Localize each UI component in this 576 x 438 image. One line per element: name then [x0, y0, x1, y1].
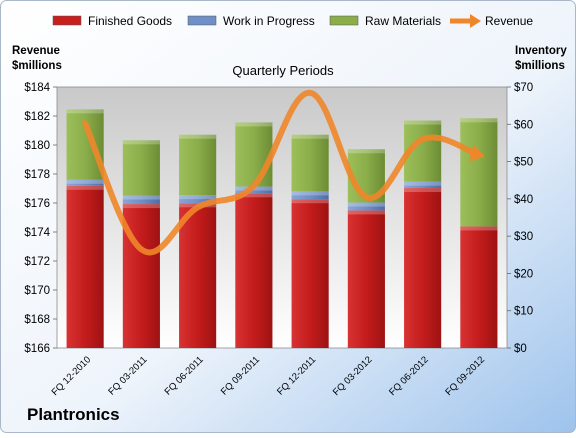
bar-highlight: [66, 109, 104, 114]
left-tick-label: $166: [24, 343, 50, 355]
bar-highlight: [66, 179, 104, 184]
legend-label: Work in Progress: [223, 14, 315, 28]
bar-segment: [291, 134, 329, 192]
right-tick-label: $20: [514, 268, 533, 280]
bar-highlight: [179, 134, 217, 139]
right-axis-label: Inventory $millions: [515, 45, 570, 72]
right-tick-label: $50: [514, 157, 533, 169]
right-axis-label-line-1: Inventory: [515, 45, 567, 57]
left-axis-ticks: $166 $168 $170 $172 $174 $176 $178 $180 $182 $184: [24, 82, 57, 355]
left-tick-label: $168: [24, 314, 50, 326]
bar-segment: [235, 122, 273, 187]
bar-segment: [347, 210, 385, 348]
right-tick-label: $30: [514, 231, 533, 243]
bar-highlight: [122, 140, 160, 145]
right-axis-label-line-2: $millions: [515, 60, 565, 72]
bar-highlight: [291, 191, 329, 196]
legend-swatch: [329, 15, 359, 26]
left-axis-label: Revenue $millions: [12, 45, 63, 72]
left-tick-label: $178: [24, 169, 50, 181]
bar-highlight: [291, 134, 329, 139]
bar-segment: [291, 191, 329, 200]
bar-segment: [291, 199, 329, 348]
legend-swatch: [187, 15, 217, 26]
company-name: Plantronics: [27, 405, 120, 424]
left-tick-label: $184: [24, 82, 50, 94]
revenue-line-layer: [82, 89, 485, 256]
bar-highlight: [404, 120, 442, 125]
bar-segment: [404, 188, 442, 348]
bar-segment: [179, 203, 217, 348]
bar-segment: [235, 193, 273, 348]
right-tick-label: $60: [514, 119, 533, 131]
right-tick-label: $0: [514, 343, 527, 355]
bar-highlight: [235, 193, 273, 198]
left-tick-label: $182: [24, 111, 50, 123]
bar-segment: [404, 181, 442, 189]
left-axis-label-line-1: Revenue: [12, 45, 60, 57]
left-tick-label: $172: [24, 256, 50, 268]
bar-segment: [179, 195, 217, 204]
bar-segment: [66, 179, 104, 186]
right-tick-label: $10: [514, 306, 533, 318]
bar-highlight: [347, 202, 385, 207]
left-tick-label: $174: [24, 227, 50, 239]
bar-highlight: [347, 149, 385, 154]
bar-highlight: [122, 204, 160, 209]
bar-highlight: [460, 226, 498, 231]
bar-segment: [122, 140, 160, 196]
legend-arrowhead: [470, 14, 481, 28]
legend: Finished Goods Work in Progress Raw Materi…: [52, 14, 533, 28]
bar-highlight: [179, 195, 217, 200]
bar-segment: [66, 109, 104, 180]
right-tick-label: $40: [514, 194, 533, 206]
left-tick-label: $180: [24, 140, 50, 152]
bar-segment: [235, 186, 273, 194]
bar-highlight: [66, 185, 104, 190]
chart-title: Quarterly Periods: [232, 63, 334, 78]
bar-segment: [179, 134, 217, 196]
bar-highlight: [404, 188, 442, 193]
left-tick-label: $170: [24, 285, 50, 297]
legend-label: Raw Materials: [365, 14, 441, 28]
bar-highlight: [404, 181, 442, 186]
bar-highlight: [235, 122, 273, 127]
bar-segment: [122, 195, 160, 205]
bar-segment: [460, 226, 498, 348]
revenue-arrowhead: [468, 144, 485, 162]
right-axis-ticks: $0 $10 $20 $30 $40 $50 $60 $70: [507, 82, 533, 355]
revenue-line: [82, 89, 482, 256]
bar-segment: [347, 202, 385, 211]
legend-label: Finished Goods: [88, 14, 172, 28]
bar-highlight: [347, 210, 385, 215]
legend-swatch: [52, 15, 82, 26]
right-tick-label: $70: [514, 82, 533, 94]
left-tick-label: $176: [24, 198, 50, 210]
legend-label: Revenue: [485, 14, 533, 28]
bar-highlight: [122, 195, 160, 200]
bar-segment: [66, 185, 104, 348]
bar-segment: [460, 118, 498, 227]
bar-highlight: [291, 199, 329, 204]
bar-highlight: [460, 118, 498, 123]
left-axis-label-line-2: $millions: [12, 60, 62, 72]
